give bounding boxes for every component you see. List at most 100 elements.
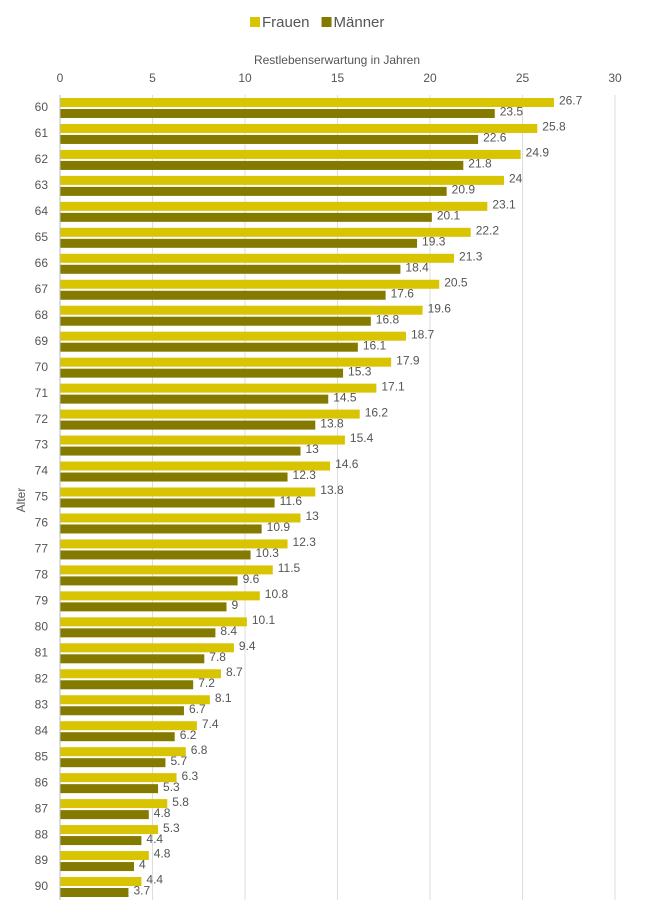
value-label: 10.1 [252, 613, 276, 627]
bar [60, 539, 288, 549]
value-label: 17.6 [391, 286, 415, 300]
value-label: 4 [139, 858, 146, 872]
bar [60, 238, 418, 248]
bar [60, 877, 142, 887]
value-label: 17.9 [396, 353, 420, 367]
value-label: 10.9 [267, 520, 291, 534]
value-label: 13 [306, 442, 320, 456]
y-tick-label: 60 [35, 100, 49, 114]
y-tick-label: 90 [35, 879, 49, 893]
value-label: 5.8 [172, 795, 189, 809]
y-tick-label: 74 [35, 464, 49, 478]
bar [60, 227, 471, 237]
y-axis-title: Alter [14, 488, 28, 513]
bar [60, 669, 221, 679]
x-tick-label: 5 [149, 71, 156, 85]
bar [60, 576, 238, 586]
y-tick-label: 70 [35, 360, 49, 374]
value-label: 12.3 [293, 468, 317, 482]
value-label: 22.2 [476, 223, 500, 237]
value-label: 16.1 [363, 338, 387, 352]
bar [60, 160, 464, 170]
x-tick-label: 25 [516, 71, 530, 85]
y-tick-label: 63 [35, 178, 49, 192]
value-label: 5.3 [163, 821, 180, 835]
legend-swatch [250, 17, 260, 27]
bar [60, 253, 455, 263]
y-tick-label: 67 [35, 282, 49, 296]
value-label: 6.3 [182, 769, 199, 783]
value-label: 13.8 [320, 416, 344, 430]
legend-swatch [321, 17, 332, 27]
bar [60, 862, 134, 872]
bar [60, 888, 129, 898]
value-label: 4.8 [154, 847, 171, 861]
value-label: 16.2 [365, 405, 389, 419]
y-tick-label: 87 [35, 801, 49, 815]
y-tick-label: 66 [35, 256, 49, 270]
bar [60, 383, 377, 393]
bar [60, 851, 149, 861]
bar [60, 331, 406, 341]
y-tick-label: 76 [35, 516, 49, 530]
bar [60, 565, 273, 575]
value-label: 25.8 [542, 120, 566, 134]
bar [60, 487, 316, 497]
y-tick-label: 82 [35, 671, 49, 685]
value-label: 10.3 [256, 546, 280, 560]
bar [60, 628, 216, 638]
value-label: 10.8 [265, 587, 289, 601]
bar [60, 747, 186, 757]
value-label: 6.8 [191, 743, 208, 757]
y-tick-label: 69 [35, 334, 49, 348]
bar [60, 836, 142, 846]
value-label: 21.3 [459, 249, 483, 263]
value-label: 20.9 [452, 183, 476, 197]
value-label: 26.7 [559, 94, 583, 108]
bar [60, 186, 447, 196]
value-label: 4.4 [146, 873, 163, 887]
bar [60, 394, 329, 404]
bar [60, 784, 159, 794]
x-tick-label: 20 [423, 71, 437, 85]
bar [60, 409, 360, 419]
bar [60, 123, 538, 133]
bar [60, 591, 260, 601]
bar [60, 201, 488, 211]
bar [60, 149, 521, 159]
bar [60, 498, 275, 508]
value-label: 19.3 [422, 234, 446, 248]
bar [60, 134, 479, 144]
x-tick-label: 15 [331, 71, 345, 85]
bar [60, 810, 149, 820]
value-label: 20.1 [437, 209, 461, 223]
value-label: 24.9 [526, 146, 550, 160]
bar [60, 368, 344, 378]
x-tick-label: 0 [57, 71, 64, 85]
y-tick-label: 80 [35, 620, 49, 634]
bar [60, 472, 288, 482]
value-label: 15.4 [350, 431, 374, 445]
y-tick-label: 81 [35, 645, 49, 659]
value-label: 7.8 [209, 650, 226, 664]
bar [60, 305, 423, 315]
bar [60, 680, 194, 690]
bar [60, 524, 262, 534]
value-label: 22.6 [483, 131, 507, 145]
value-label: 9 [232, 598, 239, 612]
value-label: 11.5 [278, 561, 301, 575]
bar [60, 175, 504, 185]
bar [60, 654, 205, 664]
value-label: 12.3 [293, 535, 317, 549]
bar [60, 446, 301, 456]
value-label: 6.2 [180, 728, 197, 742]
value-label: 14.6 [335, 457, 359, 471]
value-label: 11.6 [280, 494, 303, 508]
bar [60, 706, 184, 716]
y-tick-label: 84 [35, 723, 49, 737]
bar [60, 643, 234, 653]
bar [60, 342, 358, 352]
bar [60, 316, 371, 326]
bar [60, 461, 331, 471]
